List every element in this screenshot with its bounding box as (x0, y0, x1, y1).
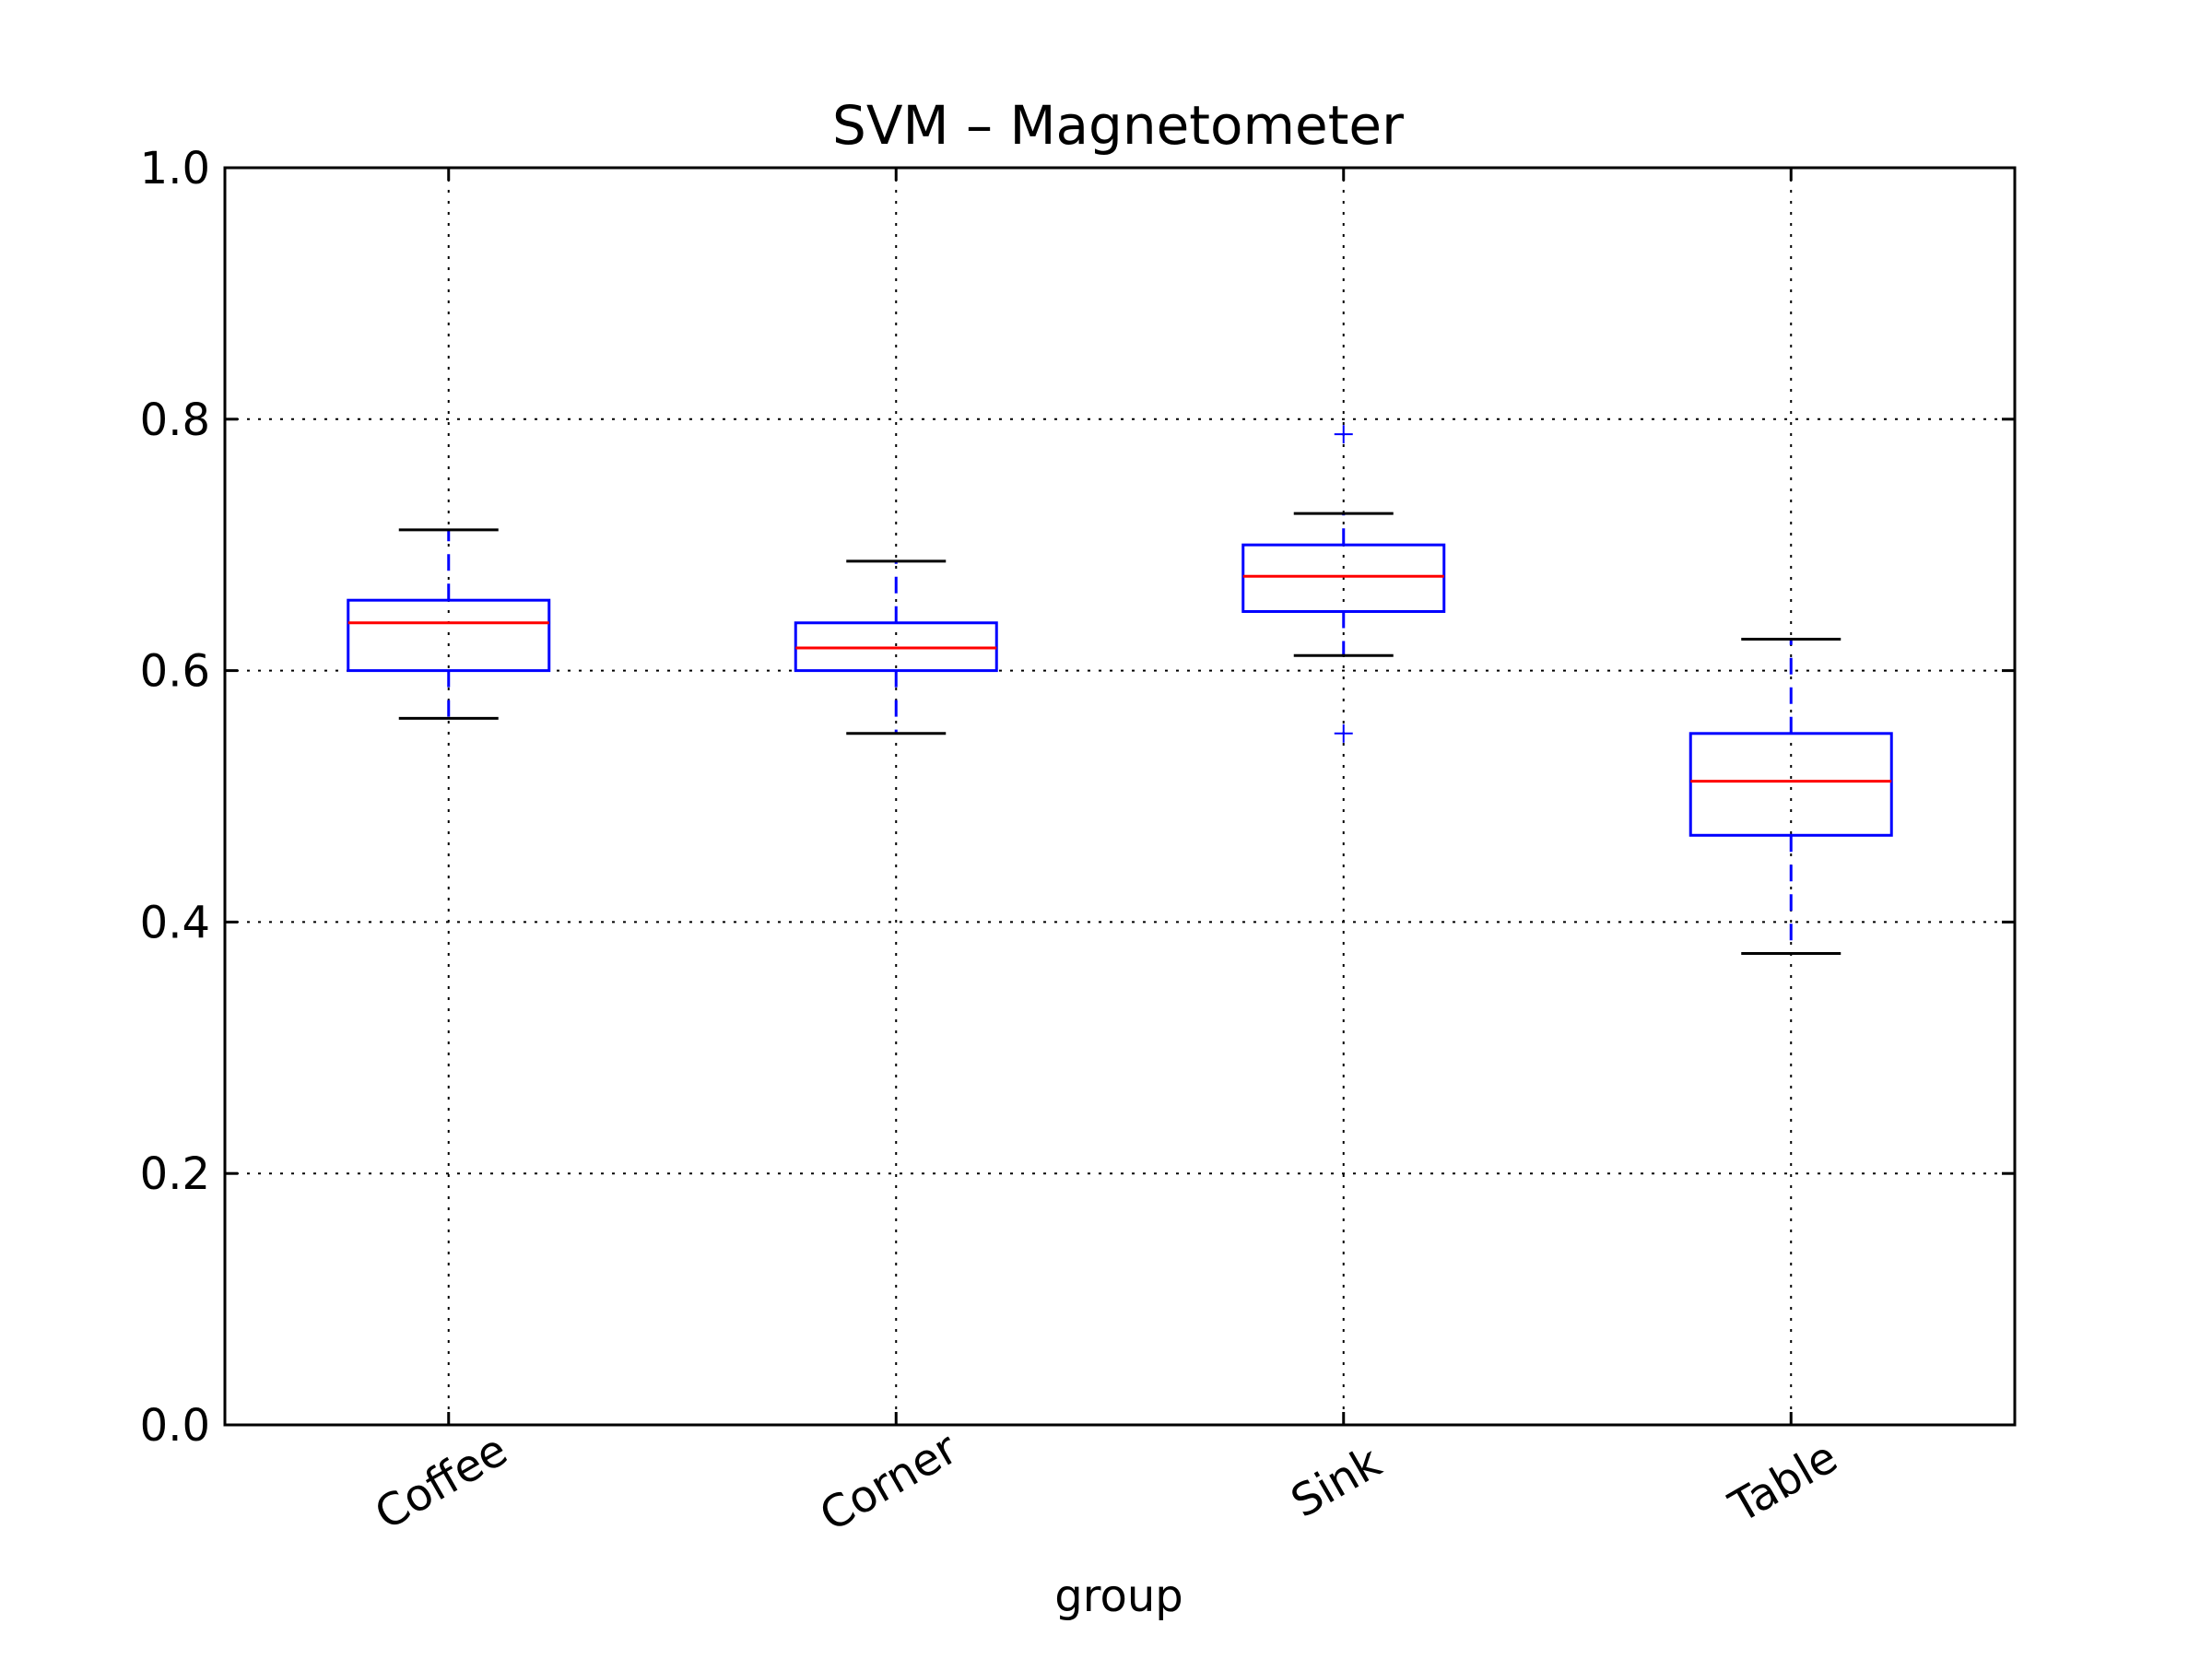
x-tick-label: Coffee (367, 1424, 516, 1540)
y-tick-label: 0.0 (140, 1400, 210, 1452)
plot-area-frame (223, 166, 2017, 1427)
y-tick-label: 1.0 (140, 143, 210, 194)
x-tick-label: Corner (811, 1422, 966, 1541)
x-tick-label: Table (1721, 1431, 1846, 1534)
x-axis-label: group (1054, 1571, 1182, 1622)
box-series (347, 425, 1893, 955)
grid-lines (225, 168, 2015, 1425)
x-tick-label: Sink (1283, 1436, 1391, 1528)
box-table (1688, 732, 1893, 837)
outlier-marker (1334, 425, 1353, 444)
y-tick-label: 0.4 (140, 897, 210, 948)
y-tick-label: 0.8 (140, 394, 210, 446)
chart-title: SVM – Magnetometer (832, 94, 1404, 157)
box-coffee (347, 598, 551, 673)
box-sink (1241, 543, 1446, 613)
y-tick-label: 0.2 (140, 1148, 210, 1200)
y-tick-label: 0.6 (140, 646, 210, 698)
outlier-marker (1334, 724, 1353, 743)
axis-ticks: 0.0 0.2 0.4 0.6 0.8 1.0 Coffee Corner Sink Table (140, 143, 2015, 1542)
